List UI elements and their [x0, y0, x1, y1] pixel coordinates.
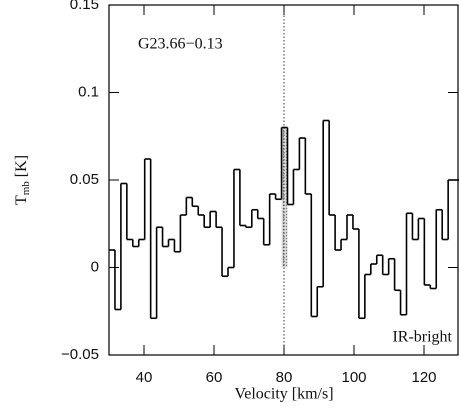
x-axis-label: Velocity [km/s] — [234, 386, 333, 403]
y-tick-label: 0.15 — [70, 0, 99, 13]
y-label-symbol: T — [13, 195, 30, 205]
corner-label: IR-bright — [392, 329, 452, 346]
x-tick-label: 60 — [206, 369, 223, 386]
x-tick-label: 120 — [411, 369, 436, 386]
x-tick-label: 40 — [136, 369, 153, 386]
y-label-subscript: mb — [20, 181, 32, 196]
source-label: G23.66−0.13 — [138, 36, 223, 53]
y-axis-label: Tmb [K] — [13, 155, 32, 205]
y-tick-label: −0.05 — [61, 346, 99, 363]
y-tick-label: 0.1 — [78, 83, 99, 100]
x-tick-label: 80 — [276, 369, 293, 386]
highlight-channel — [281, 127, 288, 268]
y-label-unit: [K] — [13, 155, 30, 177]
y-tick-label: 0 — [91, 258, 99, 275]
y-tick-label: 0.05 — [70, 171, 99, 188]
x-tick-label: 100 — [341, 369, 366, 386]
